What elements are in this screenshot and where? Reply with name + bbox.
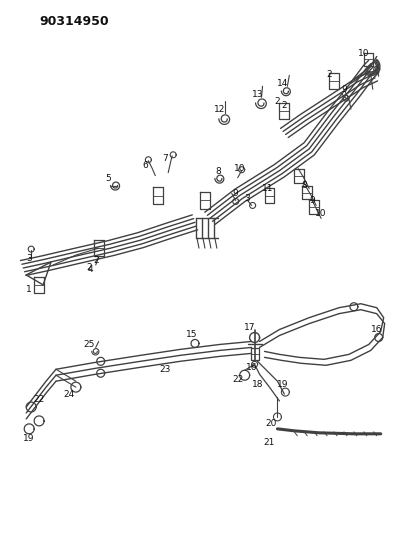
Text: 14: 14 <box>277 79 288 88</box>
Text: 19: 19 <box>23 434 35 443</box>
Text: 2: 2 <box>275 96 280 106</box>
Text: 9: 9 <box>233 189 239 198</box>
Text: 21: 21 <box>264 438 275 447</box>
Text: 6: 6 <box>143 161 148 170</box>
Text: 10: 10 <box>358 49 370 58</box>
Text: 1: 1 <box>26 285 32 294</box>
Text: 2: 2 <box>282 101 287 110</box>
Text: 23: 23 <box>160 365 171 374</box>
Text: 11: 11 <box>262 184 273 193</box>
Text: 10: 10 <box>315 209 327 218</box>
Text: 5: 5 <box>106 174 112 183</box>
Text: 24: 24 <box>63 390 74 399</box>
Text: 7: 7 <box>162 154 168 163</box>
Text: 12: 12 <box>214 104 225 114</box>
Text: 17: 17 <box>244 323 255 332</box>
Text: 16: 16 <box>371 325 383 334</box>
Text: 8: 8 <box>301 181 307 190</box>
Text: 25: 25 <box>83 340 95 349</box>
Text: 16: 16 <box>246 363 257 372</box>
Text: 22: 22 <box>33 394 45 403</box>
Text: 13: 13 <box>252 90 263 99</box>
Text: 90314950: 90314950 <box>39 15 109 28</box>
Text: 9: 9 <box>341 85 347 94</box>
Text: 10: 10 <box>234 164 245 173</box>
Text: 18: 18 <box>252 379 263 389</box>
Text: 2: 2 <box>326 70 332 79</box>
Text: 19: 19 <box>277 379 288 389</box>
Text: 9: 9 <box>309 196 315 205</box>
Text: 4: 4 <box>88 265 93 274</box>
Text: 22: 22 <box>232 375 243 384</box>
Text: 3: 3 <box>245 194 251 203</box>
Text: 15: 15 <box>186 330 198 339</box>
Text: 2: 2 <box>86 263 91 272</box>
Text: 20: 20 <box>266 419 277 429</box>
Text: 8: 8 <box>215 167 221 176</box>
Text: 2: 2 <box>93 255 98 264</box>
Text: 3: 3 <box>26 254 32 263</box>
